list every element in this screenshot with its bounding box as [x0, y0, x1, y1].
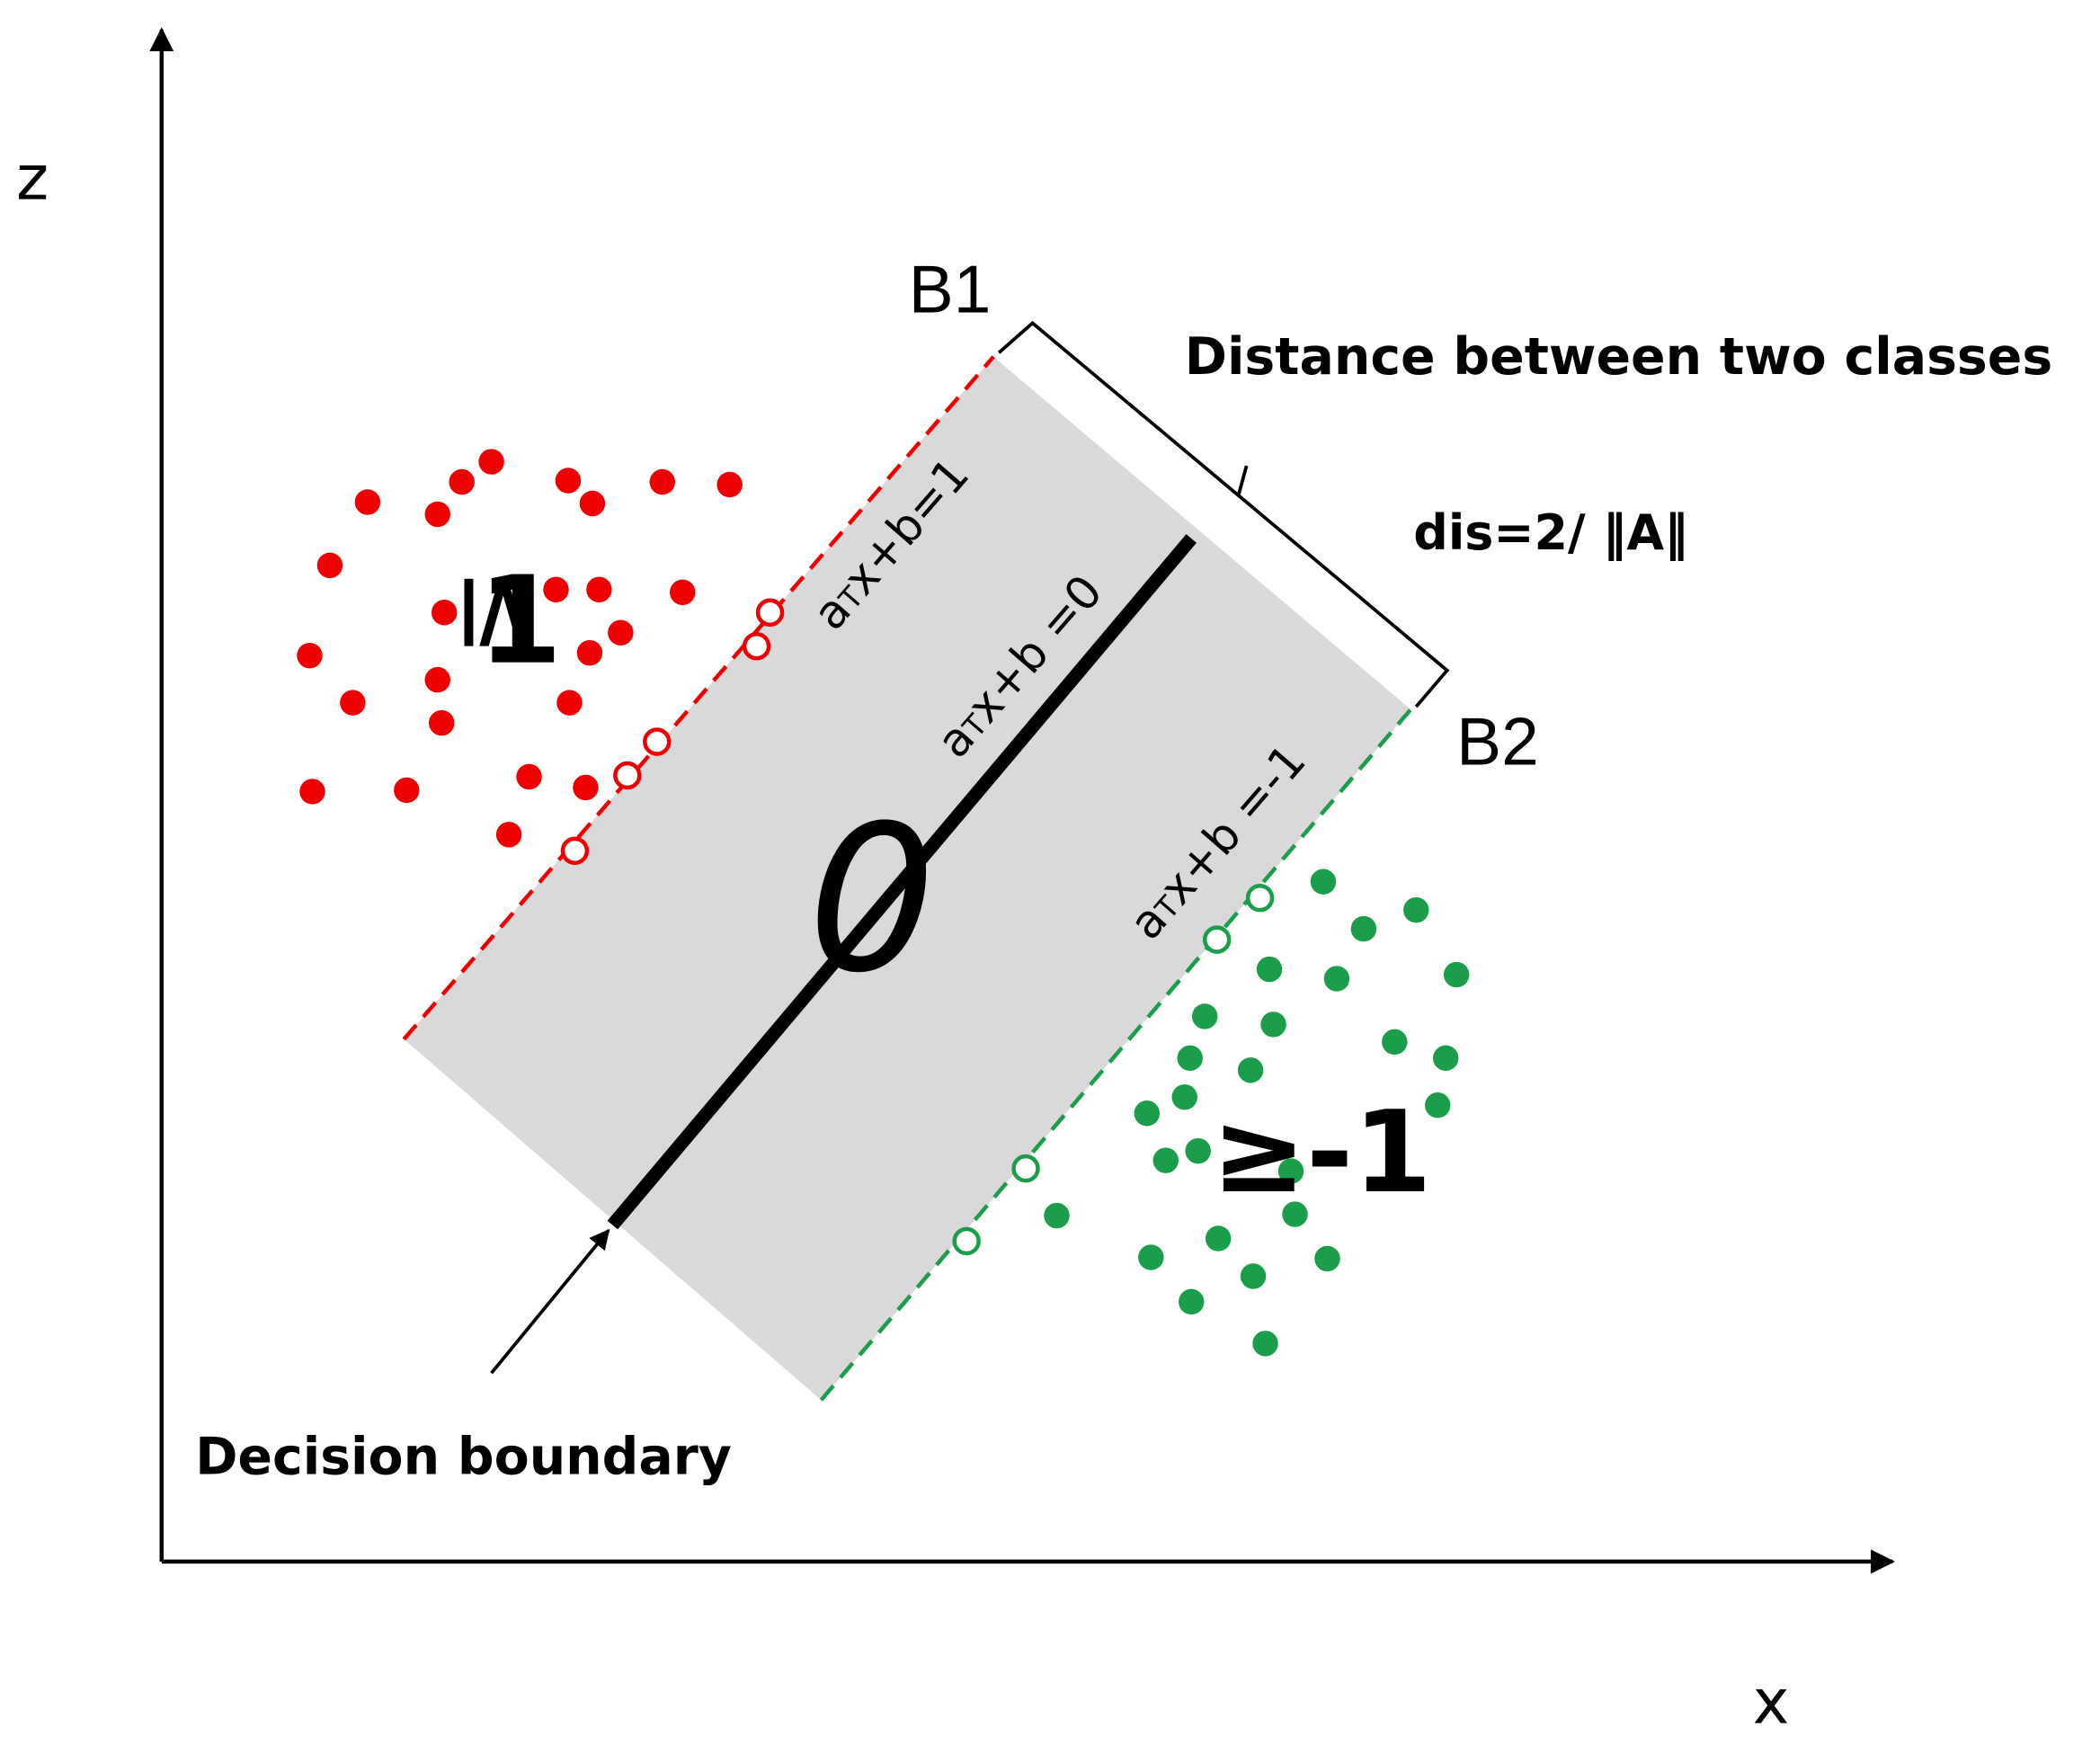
sample-point: [670, 579, 696, 606]
support-vector: [1202, 925, 1232, 954]
support-vector: [1011, 1154, 1040, 1183]
sample-point: [1256, 956, 1283, 983]
sample-point: [716, 471, 743, 498]
b2-label: B2: [1456, 703, 1539, 779]
sample-point: [1282, 1201, 1308, 1227]
support-vector: [742, 631, 771, 661]
sample-point: [516, 763, 542, 790]
sample-point: [573, 774, 599, 801]
lower-boundary: [819, 708, 1412, 1402]
sample-point: [297, 642, 323, 669]
sample-point: [1314, 1245, 1340, 1272]
sample-point: [555, 468, 582, 494]
middle-value: 0: [807, 782, 936, 1017]
points: [297, 449, 1470, 1357]
z-label: z: [16, 143, 49, 215]
support-vector: [613, 761, 642, 790]
sample-point: [354, 489, 381, 515]
support-vector: [755, 598, 785, 627]
lower-value: ≥-1: [1212, 1086, 1432, 1218]
sample-point: [1152, 1147, 1179, 1173]
x-label: x: [1753, 1667, 1790, 1739]
sample-point: [449, 468, 475, 495]
sample-point: [579, 490, 606, 517]
sample-point: [1134, 1100, 1161, 1127]
sample-point: [1432, 1045, 1459, 1072]
sample-point: [608, 619, 634, 646]
sample-point: [649, 468, 676, 495]
support-vector: [560, 836, 590, 866]
sample-point: [424, 666, 450, 693]
sample-point: [1237, 1057, 1264, 1083]
sample-point: [424, 501, 450, 528]
sample-point: [1205, 1225, 1232, 1252]
sample-point: [340, 690, 366, 716]
sample-point: [1403, 896, 1429, 923]
pointer-arrow: [490, 1228, 610, 1375]
sample-point: [1350, 915, 1377, 942]
sample-point: [1277, 1158, 1304, 1184]
sample-point: [299, 779, 325, 805]
sample-point: [576, 639, 603, 666]
support-vector: [1245, 883, 1275, 913]
sample-point: [586, 576, 612, 603]
sample-point: [431, 600, 458, 626]
margin-bracket: [997, 320, 1450, 708]
sample-point: [1382, 1029, 1408, 1056]
sample-point: [1424, 1092, 1451, 1118]
sample-point: [1191, 1003, 1218, 1029]
sample-point: [1185, 1137, 1211, 1164]
upper-boundary: [402, 355, 995, 1041]
sample-point: [1044, 1202, 1070, 1229]
upper-symbol: ≤: [439, 567, 564, 657]
arrow-label: Decision boundary: [195, 1428, 732, 1487]
margin-title: Distance between two classes: [1185, 327, 2052, 387]
sample-point: [1252, 1331, 1278, 1357]
sample-point: [1240, 1263, 1267, 1289]
sample-point: [1177, 1045, 1203, 1072]
sample-point: [1178, 1288, 1205, 1315]
sample-point: [394, 777, 420, 804]
sample-point: [495, 822, 522, 848]
sample-point: [543, 576, 569, 603]
sample-point: [1310, 869, 1337, 895]
decision-boundary: [607, 534, 1197, 1230]
sample-point: [428, 709, 455, 736]
margin-formula: dis=2/ ‖A‖: [1413, 504, 1688, 561]
sample-point: [316, 552, 343, 579]
sample-point: [1171, 1084, 1197, 1110]
sample-point: [1443, 961, 1470, 988]
sample-point: [1260, 1011, 1286, 1038]
support-vector: [643, 727, 672, 756]
support-vector: [952, 1226, 981, 1256]
sample-point: [1323, 966, 1350, 992]
b1-label: B1: [909, 251, 992, 326]
upper-value: 1: [478, 550, 563, 691]
sample-point: [478, 449, 504, 475]
sample-point: [556, 690, 583, 716]
sample-point: [1138, 1244, 1164, 1270]
